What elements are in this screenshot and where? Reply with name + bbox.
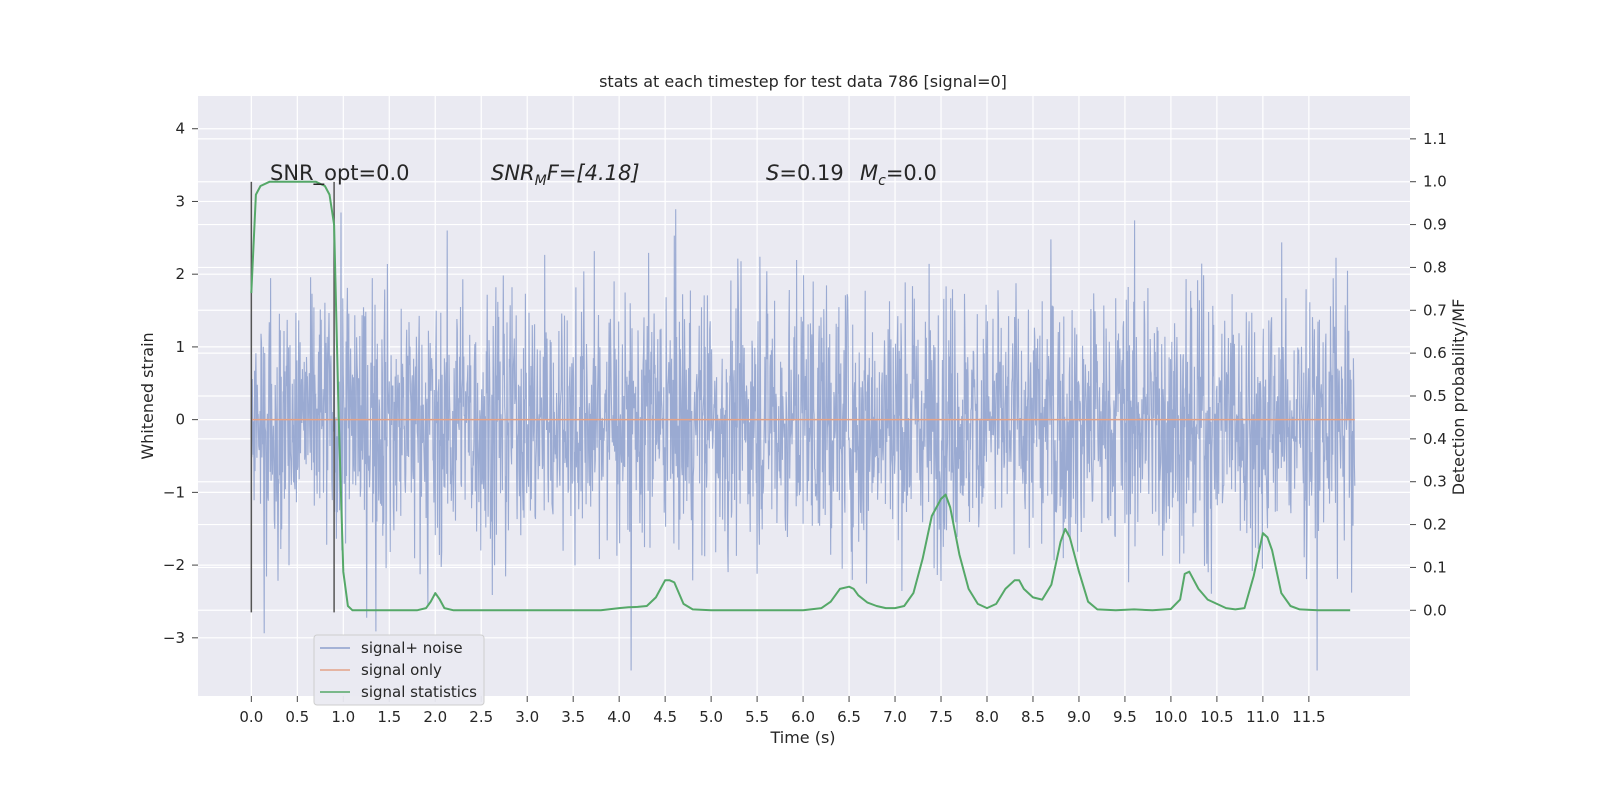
x-tick-label: 11.5	[1292, 708, 1325, 726]
legend-box	[313, 634, 485, 706]
y-axis-left-ticks: 4 3 2 1 0 −1 −2 −3	[163, 120, 198, 647]
y-right-tick-label: 0.2	[1423, 516, 1447, 534]
y-left-tick-label: 4	[175, 120, 185, 138]
y-right-tick-label: 0.0	[1423, 601, 1447, 619]
y-left-tick-label: 3	[175, 192, 185, 210]
x-tick-label: 10.5	[1200, 708, 1233, 726]
x-tick-label: 8.5	[1021, 708, 1045, 726]
y-axis-right-ticks: 1.1 1.0 0.9 0.8 0.7 0.6 0.5 0.4 0.3 0.2 0.1 0.0	[1410, 130, 1447, 619]
x-tick-label: 4.0	[607, 708, 631, 726]
x-tick-label: 11.0	[1246, 708, 1279, 726]
x-tick-label: 1.0	[331, 708, 355, 726]
annotation-mc: Mc=0.0	[860, 161, 937, 189]
y-right-tick-label: 0.4	[1423, 430, 1447, 448]
x-tick-label: 3.0	[515, 708, 539, 726]
annotation-snr-opt: SNR_opt=0.0	[270, 161, 410, 186]
y-right-tick-label: 0.9	[1423, 216, 1447, 234]
snr-mf-symbol: SNR	[491, 161, 535, 185]
x-tick-label: 3.5	[561, 708, 585, 726]
snr-mf-value: F=[4.18]	[547, 161, 640, 185]
x-tick-label: 8.0	[975, 708, 999, 726]
x-tick-label: 1.5	[377, 708, 401, 726]
x-tick-label: 4.5	[653, 708, 677, 726]
x-tick-label: 6.0	[791, 708, 815, 726]
y-left-tick-label: −1	[163, 483, 185, 501]
y-right-tick-label: 0.8	[1423, 258, 1447, 276]
x-tick-label: 10.0	[1154, 708, 1187, 726]
x-tick-label: 9.5	[1113, 708, 1137, 726]
signal-noise-series	[250, 209, 1356, 671]
x-tick-label: 5.0	[699, 708, 723, 726]
annotations: SNR_opt=0.0 SNRMF=[4.18] S=0.19 Mc=0.0	[270, 161, 937, 189]
y-left-tick-label: 2	[175, 265, 185, 283]
y-axis-right-label: Detection probability/MF	[1449, 299, 1468, 496]
y-right-tick-label: 0.5	[1423, 387, 1447, 405]
x-tick-label: 6.5	[837, 708, 861, 726]
x-tick-label: 0.0	[239, 708, 263, 726]
x-axis-ticks: 0.0 0.5 1.0 1.5 2.0 2.5 3.0 3.5 4.0 4.5 5.0 5.5 6.0 6…	[239, 696, 1326, 726]
legend-label-signal-only: signal only	[361, 661, 442, 679]
x-tick-label: 9.0	[1067, 708, 1091, 726]
mc-subscript: c	[878, 173, 886, 189]
signal-statistics-series	[250, 180, 1351, 612]
x-tick-label: 2.5	[469, 708, 493, 726]
y-right-tick-label: 0.1	[1423, 558, 1447, 576]
y-left-tick-label: −2	[163, 556, 185, 574]
y-right-tick-label: 0.6	[1423, 344, 1447, 362]
chart-title: stats at each timestep for test data 786…	[599, 72, 1007, 91]
s-value: =0.19	[779, 161, 843, 185]
y-right-tick-label: 0.3	[1423, 473, 1447, 491]
y-axis-left-label: Whitened strain	[138, 332, 157, 459]
x-tick-label: 7.0	[883, 708, 907, 726]
snr-mf-subscript: M	[535, 173, 547, 189]
legend-label-signal-noise: signal+ noise	[361, 639, 463, 657]
legend-label-signal-statistics: signal statistics	[361, 683, 477, 701]
mc-symbol: M	[860, 161, 878, 185]
annotation-s: S=0.19	[766, 161, 844, 185]
y-right-tick-label: 0.7	[1423, 301, 1447, 319]
signal-noise-line	[250, 209, 1356, 671]
y-right-tick-label: 1.1	[1423, 130, 1447, 148]
x-tick-label: 5.5	[745, 708, 769, 726]
x-tick-label: 7.5	[929, 708, 953, 726]
x-tick-label: 2.0	[423, 708, 447, 726]
y-right-tick-label: 1.0	[1423, 173, 1447, 191]
mc-value: =0.0	[886, 161, 937, 185]
legend: signal+ noise signal only signal statist…	[313, 634, 485, 706]
s-symbol: S	[766, 161, 779, 185]
signal-statistics-line	[250, 180, 1351, 612]
y-left-tick-label: −3	[163, 629, 185, 647]
x-axis-label: Time (s)	[769, 728, 835, 747]
x-tick-label: 0.5	[285, 708, 309, 726]
y-left-tick-label: 1	[175, 338, 185, 356]
annotation-snr-mf: SNRMF=[4.18]	[491, 161, 640, 189]
y-left-tick-label: 0	[175, 411, 185, 429]
